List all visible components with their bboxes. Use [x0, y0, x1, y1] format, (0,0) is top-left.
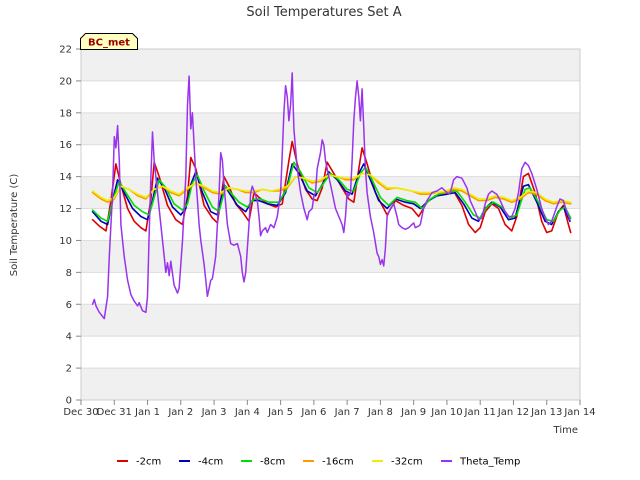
y-tick-label: 2	[66, 364, 72, 375]
x-tick-label: Jan 8	[367, 407, 393, 418]
background-band	[81, 304, 580, 337]
y-axis-ticks: 0 2 4 6 8 10 12 14 16 18 20 22	[59, 45, 81, 407]
x-tick-label: Jan 9	[400, 407, 426, 418]
y-tick-label: 18	[59, 108, 72, 119]
legend: -2cm -4cm -8cm -16cm -32cm Theta_Temp	[117, 457, 520, 468]
x-tick-label: Jan 2	[167, 407, 193, 418]
legend-item-32cm: -32cm	[372, 457, 423, 468]
legend-item-theta-temp: Theta_Temp	[441, 457, 520, 468]
legend-label: -8cm	[260, 457, 285, 468]
site-badge-label: BC_met	[88, 38, 130, 49]
y-tick-label: 8	[66, 268, 72, 279]
x-tick-label: Jan 13	[530, 407, 562, 418]
plot-frame	[80, 48, 581, 401]
background-band	[81, 368, 580, 400]
legend-label: -32cm	[391, 457, 423, 468]
legend-item-16cm: -16cm	[303, 457, 354, 468]
legend-item-2cm: -2cm	[117, 457, 161, 468]
x-tick-label: Jan 14	[563, 407, 595, 418]
legend-label: -4cm	[198, 457, 223, 468]
site-badge-box	[80, 33, 138, 50]
x-tick-label: Jan 11	[464, 407, 496, 418]
x-tick-label: Jan 5	[267, 407, 293, 418]
y-tick-label: 6	[66, 300, 72, 311]
y-tick-label: 22	[59, 45, 72, 56]
y-tick-label: 16	[59, 140, 72, 151]
legend-item-4cm: -4cm	[179, 457, 223, 468]
legend-label: Theta_Temp	[459, 457, 520, 468]
x-tick-label: Jan 1	[134, 407, 160, 418]
y-tick-label: 14	[59, 172, 72, 183]
background-band	[81, 240, 580, 273]
legend-item-8cm: -8cm	[241, 457, 285, 468]
x-tick-label: Jan 6	[300, 407, 326, 418]
y-tick-label: 10	[59, 236, 72, 247]
x-tick-label: Jan 7	[334, 407, 360, 418]
background-band	[81, 112, 580, 145]
chart-title: Soil Temperatures Set A	[246, 5, 401, 20]
y-tick-label: 12	[59, 204, 72, 215]
y-tick-label: 0	[66, 396, 72, 407]
series-line-2cm	[91, 140, 572, 234]
site-badge: BC_met	[80, 33, 138, 50]
x-tick-label: Dec 31	[97, 407, 132, 418]
x-tick-label: Jan 3	[201, 407, 227, 418]
legend-label: -2cm	[136, 457, 161, 468]
x-tick-label: Jan 12	[497, 407, 529, 418]
x-tick-label: Jan 10	[430, 407, 462, 418]
legend-label: -16cm	[322, 457, 354, 468]
y-axis-title: Soil Temperature (C)	[9, 174, 20, 277]
y-tick-label: 20	[59, 76, 72, 87]
y-tick-label: 4	[66, 332, 72, 343]
series-lines	[91, 72, 572, 320]
series-line-theta-temp	[91, 72, 571, 320]
x-axis-title: Time	[553, 425, 578, 436]
x-tick-label: Jan 4	[234, 407, 260, 418]
background-band	[81, 49, 580, 81]
x-tick-label: Dec 30	[63, 407, 98, 418]
